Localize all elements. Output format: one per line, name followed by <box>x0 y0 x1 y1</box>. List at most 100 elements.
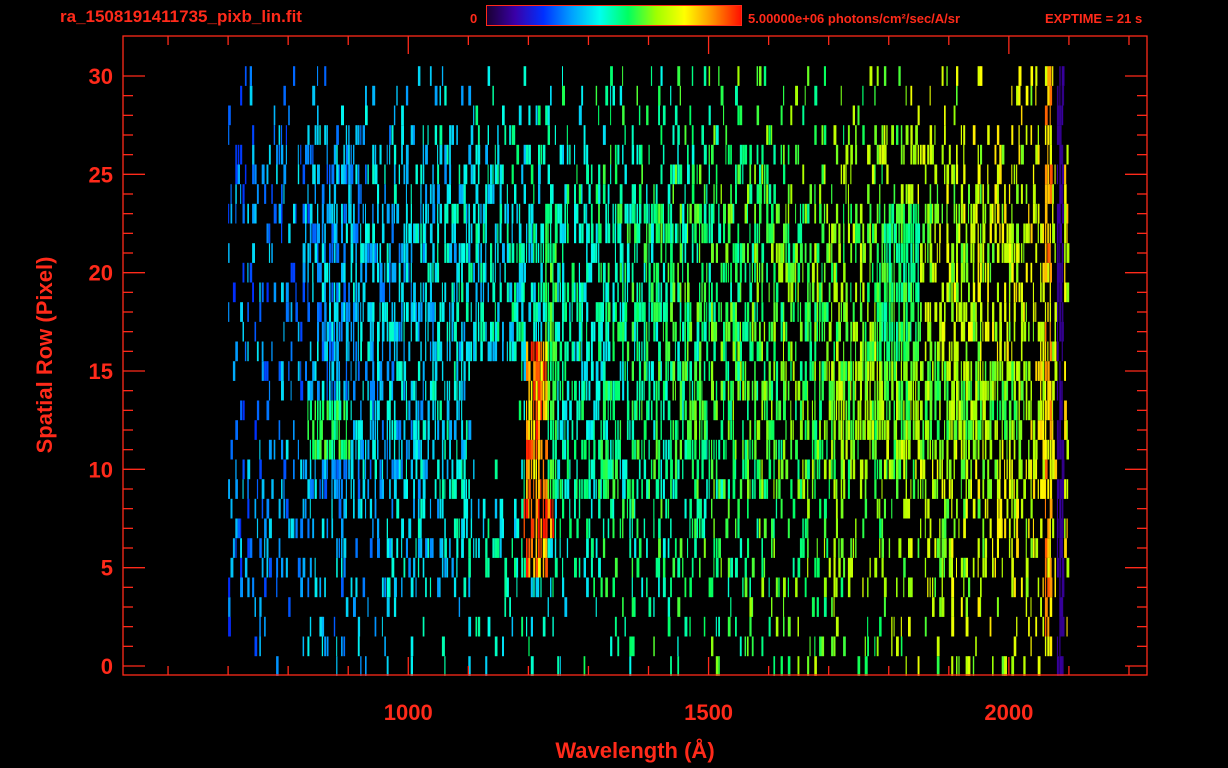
heatmap-cell <box>883 125 886 145</box>
heatmap-cell <box>963 361 966 381</box>
heatmap-cell <box>305 361 307 381</box>
heatmap-cell <box>662 105 666 126</box>
heatmap-cell <box>437 321 441 342</box>
heatmap-cell <box>240 538 242 558</box>
heatmap-cell <box>391 203 394 224</box>
heatmap-cell <box>425 223 427 244</box>
heatmap-cell <box>333 420 336 440</box>
heatmap-cell <box>814 302 817 322</box>
heatmap-cell <box>398 243 401 263</box>
heatmap-cell <box>646 361 648 381</box>
heatmap-cell <box>636 203 638 224</box>
heatmap-cell <box>559 479 562 499</box>
heatmap-cell <box>896 203 899 224</box>
heatmap-cell <box>1025 380 1028 401</box>
heatmap-cell <box>708 105 711 126</box>
heatmap-cell <box>771 538 773 558</box>
heatmap-cell <box>677 262 679 283</box>
heatmap-cell <box>987 243 990 263</box>
heatmap-cell <box>345 164 348 185</box>
heatmap-cell <box>283 459 287 480</box>
heatmap-cell <box>338 479 341 499</box>
heatmap-cell <box>497 243 499 263</box>
heatmap-cell <box>283 164 287 185</box>
heatmap-cell <box>650 302 654 322</box>
heatmap-cell <box>369 380 373 401</box>
heatmap-cell <box>552 420 554 440</box>
heatmap-cell <box>658 479 660 499</box>
heatmap-cell <box>703 302 706 322</box>
heatmap-cell <box>811 420 815 440</box>
heatmap-cell <box>703 400 707 421</box>
heatmap-cell <box>886 400 888 421</box>
heatmap-cell <box>893 262 895 283</box>
heatmap-cell <box>977 597 981 617</box>
heatmap-cell <box>499 282 502 303</box>
heatmap-cell <box>530 282 533 303</box>
heatmap-cell <box>674 439 678 460</box>
heatmap-cell <box>552 282 555 303</box>
heatmap-cell <box>578 557 581 578</box>
heatmap-cell <box>843 459 845 480</box>
heatmap-cell <box>1037 321 1041 342</box>
heatmap-cell <box>1052 380 1055 401</box>
heatmap-cell <box>1061 459 1065 480</box>
heatmap-cell <box>835 498 838 519</box>
heatmap-cell <box>811 479 814 499</box>
heatmap-cell <box>509 597 511 617</box>
heatmap-cell <box>516 577 518 598</box>
heatmap-cell <box>715 616 717 637</box>
heatmap-cell <box>535 341 538 362</box>
heatmap-cell <box>643 262 646 283</box>
heatmap-cell <box>252 577 255 598</box>
heatmap-cell <box>655 400 658 421</box>
heatmap-cell <box>1044 66 1048 86</box>
heatmap-cell <box>1061 577 1065 598</box>
heatmap-cell <box>677 459 680 480</box>
heatmap-cell <box>295 282 297 303</box>
heatmap-cell <box>360 439 364 460</box>
heatmap-cell <box>374 164 378 185</box>
heatmap-cell <box>835 282 838 303</box>
heatmap-cell <box>1064 282 1067 303</box>
heatmap-cell <box>369 321 372 342</box>
heatmap-cell <box>977 223 979 244</box>
heatmap-cell <box>391 498 394 519</box>
heatmap-cell <box>425 321 427 342</box>
heatmap-cell <box>324 66 327 86</box>
heatmap-cell <box>285 302 289 322</box>
heatmap-cell <box>389 282 391 303</box>
heatmap-cell <box>528 439 532 460</box>
heatmap-cell <box>540 400 542 421</box>
heatmap-cell <box>956 223 959 244</box>
heatmap-cell <box>735 321 738 342</box>
heatmap-cell <box>699 361 702 381</box>
heatmap-cell <box>456 282 458 303</box>
heatmap-cell <box>956 164 959 185</box>
heatmap-cell <box>403 420 406 440</box>
heatmap-cell <box>814 557 817 578</box>
heatmap-cell <box>1059 597 1063 617</box>
heatmap-cell <box>780 105 783 126</box>
heatmap-cell <box>996 400 999 421</box>
heatmap-cell <box>977 361 980 381</box>
heatmap-cell <box>1018 361 1021 381</box>
heatmap-cell <box>377 262 379 283</box>
heatmap-cell <box>429 223 433 244</box>
heatmap-cell <box>1006 223 1009 244</box>
heatmap-cell <box>504 577 508 598</box>
heatmap-cell <box>876 302 880 322</box>
heatmap-cell <box>610 459 613 480</box>
heatmap-cell <box>326 361 328 381</box>
heatmap-cell <box>679 223 681 244</box>
heatmap-cell <box>965 380 969 401</box>
heatmap-cell <box>999 223 1001 244</box>
heatmap-cell <box>1047 164 1050 185</box>
heatmap-cell <box>249 262 253 283</box>
heatmap-cell <box>713 518 715 539</box>
heatmap-cell <box>845 144 849 165</box>
heatmap-cell <box>850 361 853 381</box>
heatmap-cell <box>682 400 684 421</box>
heatmap-cell <box>413 479 415 499</box>
heatmap-cell <box>929 400 933 421</box>
